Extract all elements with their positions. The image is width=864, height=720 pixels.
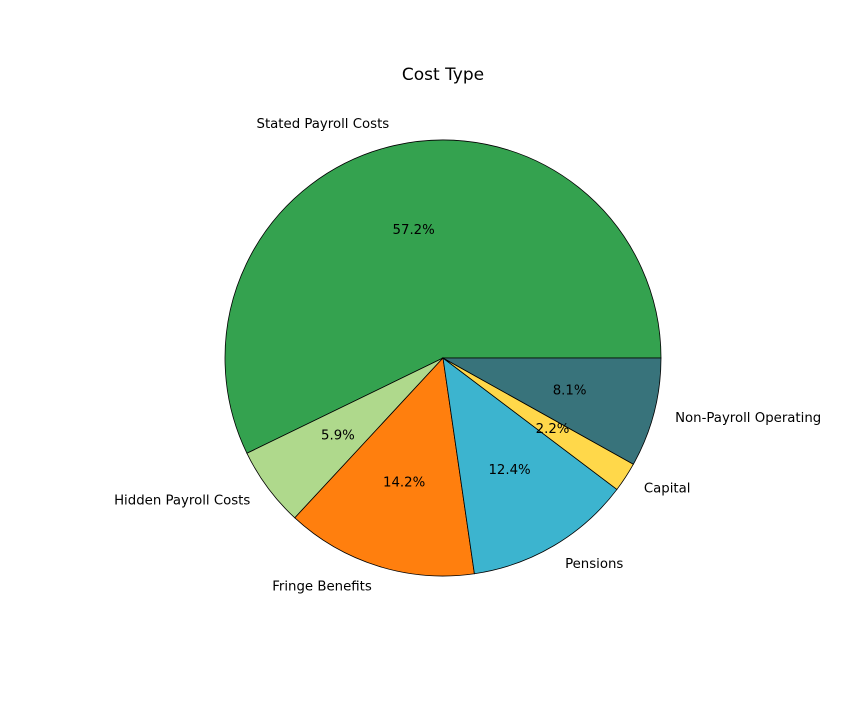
slice-label: Capital xyxy=(644,482,691,497)
slice-percent-labels: 57.2% 5.9% 14.2% 12.4% 2.2% 8.1% xyxy=(321,223,586,490)
slice-labels: Stated Payroll Costs Hidden Payroll Costs… xyxy=(114,117,821,595)
slice-label: Hidden Payroll Costs xyxy=(114,493,250,508)
slice-percent-label: 14.2% xyxy=(383,475,425,490)
slice-percent-label: 2.2% xyxy=(536,422,570,437)
slice-label: Stated Payroll Costs xyxy=(257,117,390,132)
slice-percent-label: 57.2% xyxy=(393,223,435,238)
pie-slice-pensions xyxy=(442,357,618,575)
slice-label: Fringe Benefits xyxy=(272,579,372,594)
pie-slice-stated-payroll-costs xyxy=(224,139,662,454)
pie-slices xyxy=(224,139,662,577)
slice-percent-label: 12.4% xyxy=(488,463,530,478)
slice-label: Pensions xyxy=(565,557,623,572)
chart-title: Cost Type xyxy=(402,65,484,85)
slice-percent-label: 8.1% xyxy=(553,383,587,398)
slice-percent-label: 5.9% xyxy=(321,428,355,443)
pie-slice-fringe-benefits xyxy=(294,357,475,577)
slice-label: Non-Payroll Operating xyxy=(675,411,821,426)
pie-slice-non-payroll-operating xyxy=(441,357,662,465)
